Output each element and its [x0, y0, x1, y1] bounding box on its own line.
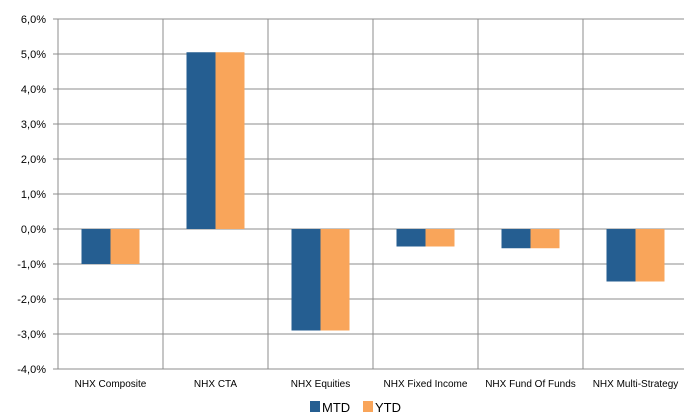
bar-mtd: [501, 229, 531, 249]
y-tick-label: 6,0%: [21, 14, 46, 26]
bar-ytd: [320, 229, 350, 331]
y-tick-label: -4,0%: [17, 364, 46, 376]
y-tick-label: -2,0%: [17, 294, 46, 306]
x-category-label: NHX CTA: [194, 379, 237, 390]
legend-label-ytd: YTD: [375, 400, 401, 414]
x-category-label: NHX Composite: [75, 379, 147, 390]
bar-mtd: [81, 229, 111, 264]
gridlines: [53, 18, 684, 370]
x-category-label: NHX Fixed Income: [384, 379, 468, 390]
bar-ytd: [110, 229, 140, 264]
x-category-label: NHX Equities: [291, 379, 350, 390]
x-category-label: NHX Fund Of Funds: [485, 379, 576, 390]
bar-mtd: [186, 52, 216, 229]
bar-ytd: [425, 229, 455, 247]
y-tick-label: 1,0%: [21, 189, 46, 201]
bar-ytd: [530, 229, 560, 249]
bar-ytd: [215, 52, 245, 229]
y-axis-ticks: 6,0% 5,0% 4,0% 3,0% 2,0% 1,0% 0,0% -1,0% -2,0% -3…: [17, 14, 46, 376]
y-tick-label: 3,0%: [21, 119, 46, 131]
y-tick-label: -1,0%: [17, 259, 46, 271]
bars: [81, 52, 665, 331]
legend-swatch-mtd: [310, 401, 320, 412]
bar-mtd: [291, 229, 321, 331]
y-tick-label: 4,0%: [21, 84, 46, 96]
y-tick-label: 0,0%: [21, 224, 46, 236]
bar-mtd: [606, 229, 636, 282]
bar-ytd: [635, 229, 665, 282]
legend: MTD YTD: [310, 400, 401, 414]
legend-label-mtd: MTD: [322, 400, 350, 414]
legend-swatch-ytd: [363, 401, 373, 412]
x-axis-categories: NHX Composite NHX CTA NHX Equities NHX Fixe…: [75, 379, 679, 390]
y-tick-label: 5,0%: [21, 49, 46, 61]
bar-mtd: [396, 229, 426, 247]
y-tick-label: 2,0%: [21, 154, 46, 166]
x-category-label: NHX Multi-Strategy: [593, 379, 679, 390]
y-tick-label: -3,0%: [17, 329, 46, 341]
